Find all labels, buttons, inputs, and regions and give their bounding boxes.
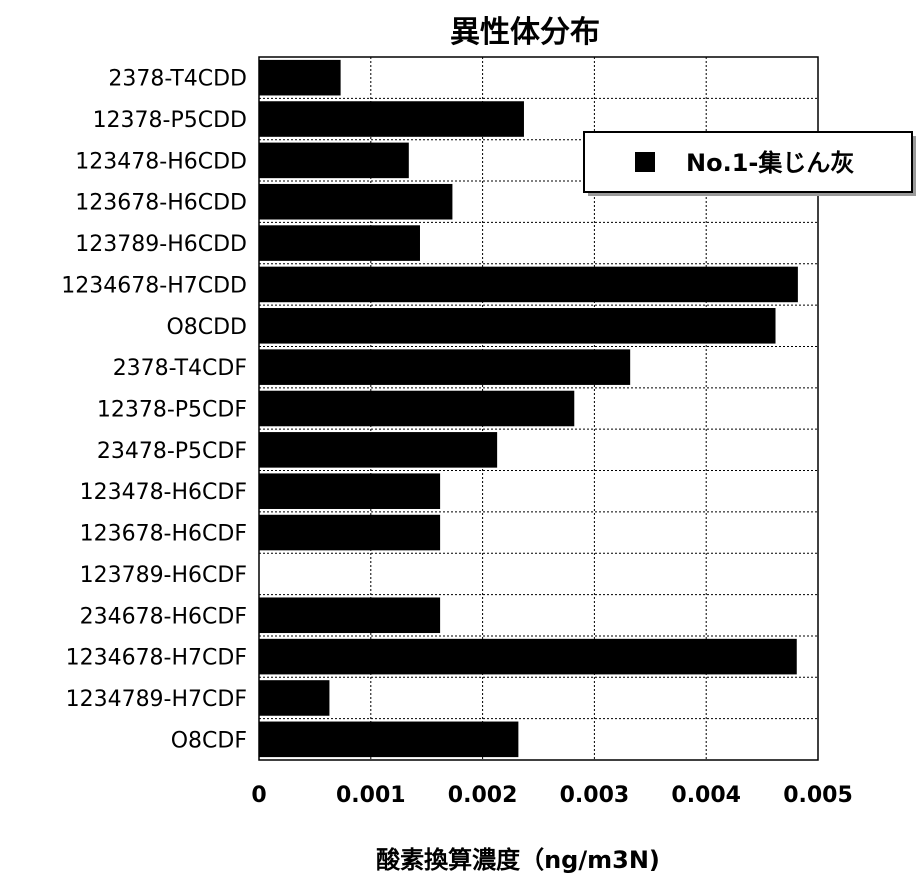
category-label: 123789-H6CDD xyxy=(75,232,247,257)
x-tick-label: 0.004 xyxy=(671,783,741,808)
bar xyxy=(259,266,798,303)
category-label: 1234789-H7CDF xyxy=(66,687,247,712)
bar xyxy=(259,183,453,220)
x-tick-label: 0.002 xyxy=(448,783,518,808)
bar xyxy=(259,101,524,137)
category-label: 123478-H6CDF xyxy=(80,480,247,505)
bar xyxy=(259,680,330,716)
category-labels: 2378-T4CDD 12378-P5CDD 123478-H6CDD 123678-… xyxy=(61,67,247,754)
category-label: 234678-H6CDF xyxy=(80,604,247,629)
category-label: 23478-P5CDF xyxy=(97,439,247,464)
legend: No.1-集じん灰 xyxy=(583,131,916,196)
category-label: 12378-P5CDD xyxy=(93,108,247,133)
x-axis-title: 酸素換算濃度（ng/m3N) xyxy=(376,846,660,874)
bar xyxy=(259,349,631,385)
plot-area-border xyxy=(258,56,819,761)
bar xyxy=(259,514,441,551)
category-label: O8CDF xyxy=(171,728,247,753)
x-tick-label: 0.001 xyxy=(336,783,406,808)
bar xyxy=(259,308,776,344)
category-label: 12378-P5CDF xyxy=(97,398,247,423)
category-label: 2378-T4CDF xyxy=(113,356,247,381)
legend-swatch xyxy=(635,152,655,172)
category-label: 123789-H6CDF xyxy=(80,563,247,588)
x-tick-label: 0 xyxy=(251,783,266,808)
bar xyxy=(259,597,441,634)
category-label: 123678-H6CDF xyxy=(80,522,247,547)
bar xyxy=(259,473,441,509)
category-label: 1234678-H7CDD xyxy=(61,273,247,298)
bars xyxy=(259,59,798,758)
category-label: 1234678-H7CDF xyxy=(66,646,247,671)
x-tick-labels: 0 0.001 0.002 0.003 0.004 0.005 xyxy=(251,783,852,808)
x-tick-label: 0.003 xyxy=(560,783,630,808)
category-label: 123678-H6CDD xyxy=(75,191,247,216)
category-label: O8CDD xyxy=(166,315,247,340)
bar xyxy=(259,721,519,758)
bar xyxy=(259,59,341,96)
legend-entry: No.1-集じん灰 xyxy=(686,149,854,177)
category-label: 2378-T4CDD xyxy=(108,67,247,92)
category-label: 123478-H6CDD xyxy=(75,149,247,174)
bar xyxy=(259,638,797,675)
bar xyxy=(259,432,498,468)
bar xyxy=(259,142,409,179)
x-tick-label: 0.005 xyxy=(783,783,853,808)
chart-title: 異性体分布 xyxy=(450,15,600,50)
bar xyxy=(259,390,575,427)
bar xyxy=(259,225,420,261)
